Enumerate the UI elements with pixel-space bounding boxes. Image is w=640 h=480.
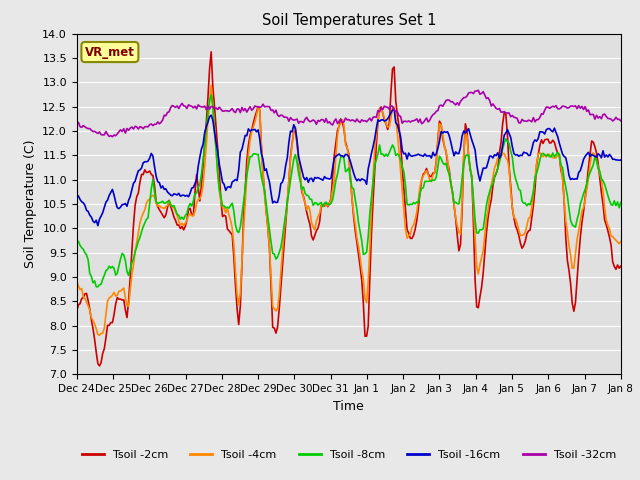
Tsoil -8cm bbox=[617, 199, 625, 205]
Tsoil -2cm bbox=[84, 298, 92, 303]
Tsoil -16cm bbox=[243, 133, 251, 139]
Tsoil -2cm bbox=[207, 49, 215, 55]
Tsoil -8cm bbox=[84, 257, 92, 263]
Tsoil -16cm bbox=[374, 117, 382, 123]
Line: Tsoil -32cm: Tsoil -32cm bbox=[77, 90, 621, 137]
Tsoil -8cm bbox=[376, 142, 383, 148]
Tsoil -2cm bbox=[617, 263, 625, 269]
Tsoil -32cm bbox=[109, 134, 116, 140]
Tsoil -8cm bbox=[73, 239, 81, 244]
Tsoil -4cm bbox=[84, 303, 92, 309]
Tsoil -2cm bbox=[502, 111, 509, 117]
Tsoil -32cm bbox=[474, 87, 482, 93]
Tsoil -16cm bbox=[73, 192, 81, 198]
X-axis label: Time: Time bbox=[333, 400, 364, 413]
Tsoil -8cm bbox=[509, 154, 516, 160]
Tsoil -4cm bbox=[73, 279, 81, 285]
Tsoil -2cm bbox=[73, 309, 81, 314]
Tsoil -4cm bbox=[491, 165, 499, 171]
Tsoil -4cm bbox=[617, 239, 625, 244]
Tsoil -2cm bbox=[509, 205, 516, 211]
Tsoil -4cm bbox=[502, 155, 509, 161]
Tsoil -2cm bbox=[376, 106, 383, 112]
Tsoil -4cm bbox=[376, 107, 383, 112]
Tsoil -16cm bbox=[94, 223, 102, 228]
Legend: Tsoil -2cm, Tsoil -4cm, Tsoil -8cm, Tsoil -16cm, Tsoil -32cm: Tsoil -2cm, Tsoil -4cm, Tsoil -8cm, Tsoi… bbox=[77, 445, 621, 464]
Tsoil -8cm bbox=[207, 92, 215, 98]
Y-axis label: Soil Temperature (C): Soil Temperature (C) bbox=[24, 140, 36, 268]
Text: VR_met: VR_met bbox=[85, 46, 135, 59]
Tsoil -16cm bbox=[491, 152, 499, 157]
Tsoil -8cm bbox=[94, 284, 102, 290]
Tsoil -2cm bbox=[244, 143, 252, 148]
Tsoil -32cm bbox=[502, 110, 509, 116]
Tsoil -32cm bbox=[617, 118, 625, 124]
Tsoil -4cm bbox=[244, 152, 252, 157]
Tsoil -4cm bbox=[95, 333, 103, 338]
Tsoil -16cm bbox=[509, 144, 516, 150]
Tsoil -16cm bbox=[617, 157, 625, 163]
Tsoil -8cm bbox=[502, 136, 509, 142]
Title: Soil Temperatures Set 1: Soil Temperatures Set 1 bbox=[262, 13, 436, 28]
Tsoil -32cm bbox=[84, 126, 92, 132]
Line: Tsoil -2cm: Tsoil -2cm bbox=[77, 52, 621, 366]
Tsoil -32cm bbox=[374, 108, 382, 113]
Tsoil -32cm bbox=[509, 113, 516, 119]
Tsoil -16cm bbox=[84, 208, 92, 214]
Line: Tsoil -4cm: Tsoil -4cm bbox=[77, 85, 621, 336]
Tsoil -8cm bbox=[491, 174, 499, 180]
Tsoil -32cm bbox=[491, 103, 499, 109]
Tsoil -32cm bbox=[243, 109, 251, 115]
Tsoil -16cm bbox=[390, 106, 398, 112]
Tsoil -4cm bbox=[207, 83, 215, 88]
Tsoil -16cm bbox=[502, 130, 509, 136]
Tsoil -32cm bbox=[73, 122, 81, 128]
Tsoil -4cm bbox=[509, 204, 516, 210]
Tsoil -8cm bbox=[244, 163, 252, 168]
Line: Tsoil -16cm: Tsoil -16cm bbox=[77, 109, 621, 226]
Line: Tsoil -8cm: Tsoil -8cm bbox=[77, 95, 621, 287]
Tsoil -2cm bbox=[95, 363, 103, 369]
Tsoil -2cm bbox=[491, 174, 499, 180]
